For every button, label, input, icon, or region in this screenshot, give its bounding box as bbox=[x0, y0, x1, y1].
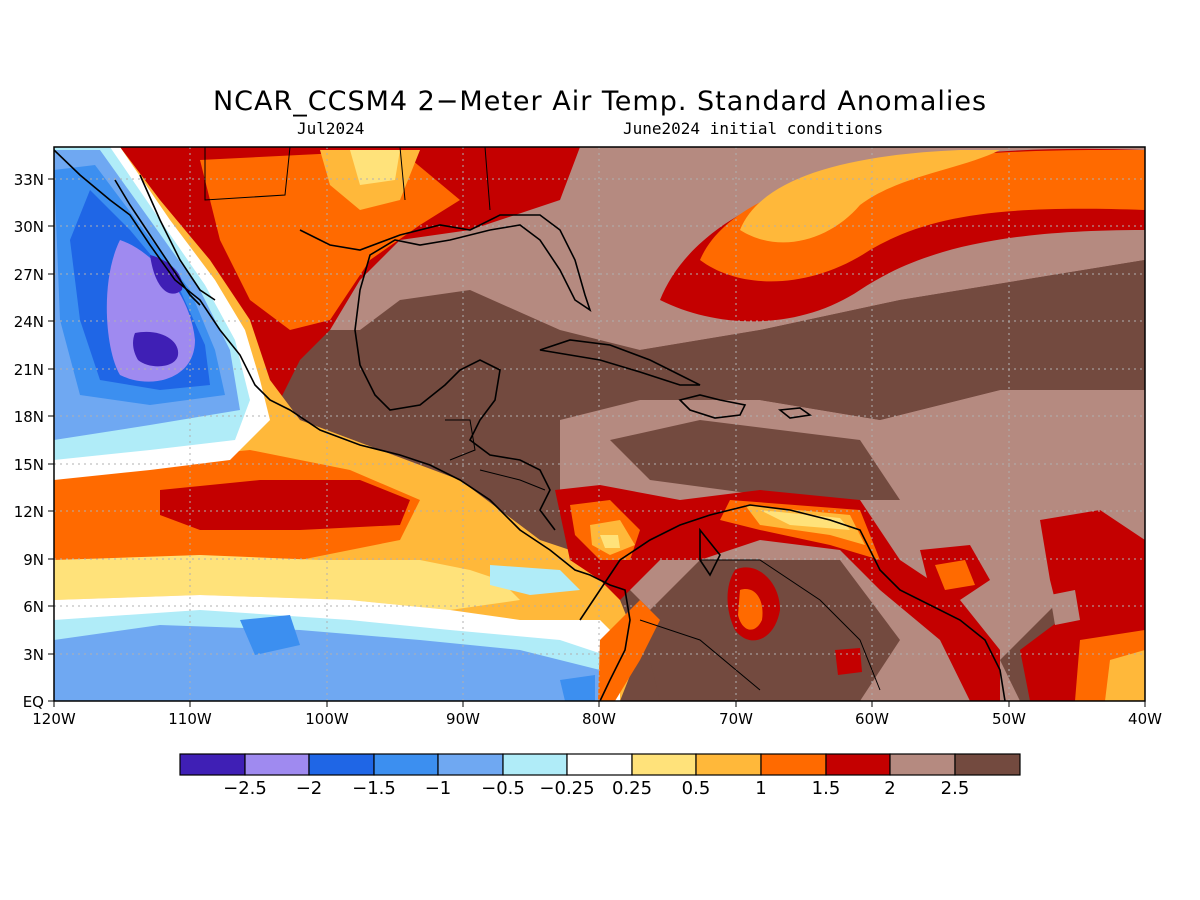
colorbar-label: 1.5 bbox=[812, 778, 841, 799]
lon-label: 40W bbox=[1128, 710, 1162, 728]
lon-axis: 120W 110W 100W 90W 80W 70W 60W 50W 40W bbox=[32, 701, 1162, 728]
field-neg-1p5-1-pacific-b bbox=[560, 675, 595, 701]
colorbar-swatch bbox=[760, 753, 827, 776]
field-below-neg-2p5-baja-b bbox=[150, 255, 183, 294]
colorbar-swatch bbox=[244, 753, 310, 776]
lat-label: 12N bbox=[14, 503, 44, 521]
field-1-1p5-ecuador-coast bbox=[598, 600, 660, 701]
colorbar-swatch bbox=[179, 753, 246, 776]
lat-label: 3N bbox=[23, 646, 44, 664]
map-title: NCAR_CCSM4 2−Meter Air Temp. Standard An… bbox=[212, 86, 988, 117]
field-1p5-2-pacific bbox=[160, 480, 410, 530]
colorbar-swatch bbox=[631, 753, 697, 776]
colorbar-swatch bbox=[373, 753, 439, 776]
field-above-2p5-caribbean bbox=[610, 420, 900, 500]
field-1p5-2-caribbean-coast bbox=[555, 485, 1000, 701]
lat-label: 6N bbox=[23, 598, 44, 616]
lon-label: 80W bbox=[582, 710, 616, 728]
lon-label: 70W bbox=[719, 710, 753, 728]
colorbar-swatch bbox=[437, 753, 504, 776]
colorbar-label: −1.5 bbox=[352, 778, 396, 799]
colorbar-label: −2 bbox=[296, 778, 323, 799]
colorbar-label: −0.5 bbox=[481, 778, 525, 799]
colorbar-label: −2.5 bbox=[223, 778, 267, 799]
field-1-1p5-orinoco bbox=[738, 589, 763, 630]
field-0p5-1-equatorial-atlantic bbox=[1105, 650, 1145, 701]
field-above-2p5-atlantic bbox=[640, 260, 1145, 420]
field-below-neg-2p5-baja-a bbox=[133, 331, 179, 367]
graticule bbox=[54, 147, 1145, 701]
field-neg-0p5-0p25-panama bbox=[490, 565, 580, 595]
lat-label: 9N bbox=[23, 551, 44, 569]
colorbar-label: −0.25 bbox=[539, 778, 594, 799]
colorbar-swatch bbox=[954, 753, 1021, 776]
lat-axis: 33N 30N 27N 24N 21N 18N 15N 12N 9N 6N 3N… bbox=[14, 171, 54, 711]
colorbar-labels: −2.5 −2 −1.5 −1 −0.5 −0.25 0.25 0.5 1 1.… bbox=[223, 778, 969, 799]
colorbar-swatch bbox=[695, 753, 762, 776]
lat-label: 21N bbox=[14, 361, 44, 379]
colorbar-label: 1 bbox=[755, 778, 766, 799]
field-0p25-0p5-pacific bbox=[54, 555, 520, 610]
lat-label: 24N bbox=[14, 313, 44, 331]
field-0p25-0p5-venezuela-coast bbox=[760, 510, 850, 530]
colorbar-label: 0.5 bbox=[682, 778, 711, 799]
field-neg-1p5-1-pacific-a bbox=[240, 615, 300, 655]
colorbar-swatch bbox=[308, 753, 375, 776]
colorbar-label: −1 bbox=[425, 778, 452, 799]
colorbar-swatch bbox=[502, 753, 568, 776]
initial-conditions-label: June2024 initial conditions bbox=[623, 119, 884, 138]
field-0p25-0p5-mexico bbox=[350, 150, 400, 185]
lon-label: 50W bbox=[992, 710, 1026, 728]
colorbar-swatch bbox=[825, 753, 891, 776]
lat-label: 18N bbox=[14, 408, 44, 426]
lat-label: 27N bbox=[14, 266, 44, 284]
lat-label: EQ bbox=[23, 693, 44, 711]
lat-label: 33N bbox=[14, 171, 44, 189]
colorbar-label: 2.5 bbox=[941, 778, 970, 799]
anomaly-field bbox=[54, 147, 1145, 701]
lon-label: 90W bbox=[446, 710, 480, 728]
field-1p5-2-guyana bbox=[835, 648, 862, 675]
lon-label: 110W bbox=[168, 710, 212, 728]
lat-label: 30N bbox=[14, 218, 44, 236]
field-2-2p5-atlantic-patch bbox=[1050, 590, 1080, 625]
field-0p5-1-atlantic bbox=[740, 150, 1000, 243]
field-1-1p5-atlantic-east bbox=[935, 560, 975, 590]
lon-label: 60W bbox=[855, 710, 889, 728]
borders bbox=[204, 147, 881, 691]
colorbar-label: 2 bbox=[884, 778, 895, 799]
colorbar bbox=[179, 753, 1021, 776]
coastlines bbox=[54, 149, 1006, 701]
field-0p25-0p5-colombia bbox=[600, 535, 620, 548]
lon-label: 100W bbox=[305, 710, 349, 728]
lon-label: 120W bbox=[32, 710, 76, 728]
colorbar-swatch bbox=[889, 753, 956, 776]
colorbar-label: 0.25 bbox=[612, 778, 652, 799]
lat-label: 15N bbox=[14, 456, 44, 474]
valid-month-label: Jul2024 bbox=[297, 119, 365, 138]
colorbar-swatch bbox=[566, 753, 633, 776]
